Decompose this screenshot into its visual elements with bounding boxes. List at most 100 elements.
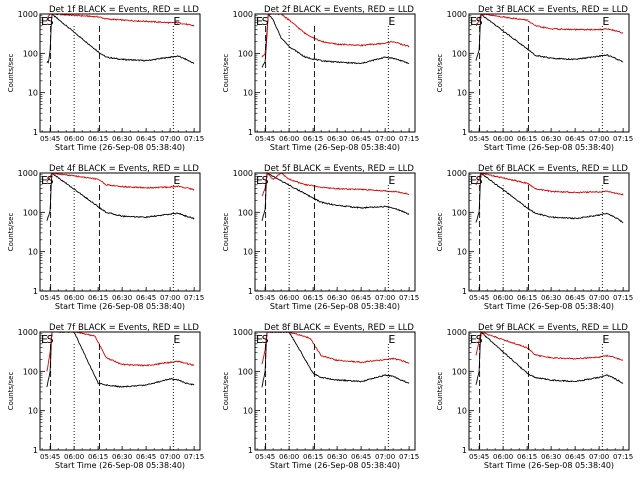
y-axis-label: Counts/sec [222, 213, 230, 252]
x-tick-label: 06:15 [88, 294, 108, 302]
x-tick-label: 06:30 [112, 135, 132, 143]
y-tick-label: 1 [462, 287, 467, 296]
panel-title: Det 9f BLACK = Events, RED = LLD [478, 323, 628, 333]
panel-title: Det 4f BLACK = Events, RED = LLD [49, 164, 199, 174]
y-tick-label: 10 [28, 248, 38, 257]
x-tick-label: 07:15 [184, 294, 204, 302]
marker-e-label: E [388, 174, 395, 187]
black-series-line-5 [261, 172, 410, 222]
y-tick-label: 1 [462, 446, 467, 455]
x-tick-label: 05:45 [255, 135, 275, 143]
marker-e-label: E [256, 333, 263, 346]
y-tick-label: 1000 [18, 169, 38, 178]
panel-title: Det 1f BLACK = Events, RED = LLD [49, 5, 199, 15]
y-tick-label: 1000 [233, 169, 253, 178]
y-tick-label: 1 [33, 446, 38, 455]
x-tick-label: 07:15 [613, 453, 633, 461]
x-tick-label: 07:15 [399, 135, 419, 143]
y-tick-label: 100 [23, 208, 38, 217]
x-tick-label: 07:00 [375, 294, 395, 302]
x-tick-label: 07:15 [184, 453, 204, 461]
panel-title: Det 7f BLACK = Events, RED = LLD [49, 323, 199, 333]
marker-s-label: S [476, 174, 483, 187]
panel-title: Det 6f BLACK = Events, RED = LLD [478, 164, 628, 174]
y-tick-label: 100 [23, 367, 38, 376]
y-axis-label: Counts/sec [7, 213, 15, 252]
y-tick-label: 100 [238, 208, 253, 217]
red-series-line-8 [261, 331, 410, 365]
y-axis-label: Counts/sec [436, 372, 444, 411]
marker-e-label: E [470, 333, 477, 346]
x-tick-label: 07:15 [613, 135, 633, 143]
y-axis-label: Counts/sec [7, 372, 15, 411]
x-tick-label: 06:45 [565, 135, 585, 143]
y-axis-label: Counts/sec [222, 372, 230, 411]
panel-title: Det 3f BLACK = Events, RED = LLD [478, 5, 628, 15]
x-tick-label: 06:45 [136, 294, 156, 302]
x-tick-label: 06:45 [136, 135, 156, 143]
y-tick-label: 10 [28, 89, 38, 98]
y-tick-label: 1000 [18, 328, 38, 337]
red-series-line-1 [46, 13, 195, 27]
x-tick-label: 06:45 [136, 453, 156, 461]
marker-e-label: E [41, 15, 48, 28]
y-tick-label: 10 [243, 407, 253, 416]
marker-s-label: S [262, 174, 269, 187]
x-axis-label: Start Time (26-Sep-08 05:38:40) [484, 143, 614, 152]
red-series-line-3 [475, 13, 624, 34]
x-tick-label: 07:00 [589, 294, 609, 302]
y-axis-label: Counts/sec [436, 54, 444, 93]
panel-title: Det 2f BLACK = Events, RED = LLD [264, 5, 414, 15]
x-tick-label: 06:30 [541, 135, 561, 143]
x-tick-label: 07:15 [613, 294, 633, 302]
x-tick-label: 07:00 [160, 135, 180, 143]
x-tick-label: 06:15 [88, 453, 108, 461]
y-tick-label: 10 [457, 89, 467, 98]
x-tick-label: 07:15 [184, 135, 204, 143]
black-series-line-9 [475, 330, 624, 385]
marker-e-label: E [602, 15, 609, 28]
y-tick-label: 1000 [18, 10, 38, 19]
red-series-line-2 [261, 13, 410, 58]
y-tick-label: 1000 [447, 10, 467, 19]
y-tick-label: 1 [33, 128, 38, 137]
x-tick-label: 06:00 [279, 135, 299, 143]
x-tick-label: 06:45 [565, 453, 585, 461]
x-tick-label: 07:00 [589, 453, 609, 461]
red-series-line-5 [261, 171, 410, 197]
y-tick-label: 1 [248, 128, 253, 137]
black-series-line-6 [475, 172, 624, 224]
x-axis-label: Start Time (26-Sep-08 05:38:40) [270, 302, 400, 311]
marker-e-label: E [173, 15, 180, 28]
red-series-line-9 [475, 331, 624, 361]
x-tick-label: 05:45 [40, 135, 60, 143]
marker-e-label: E [173, 174, 180, 187]
x-axis-label: Start Time (26-Sep-08 05:38:40) [270, 143, 400, 152]
marker-e-label: E [388, 333, 395, 346]
x-axis-label: Start Time (26-Sep-08 05:38:40) [270, 461, 400, 470]
x-tick-label: 07:00 [589, 135, 609, 143]
x-tick-label: 05:45 [469, 135, 489, 143]
x-tick-label: 07:15 [399, 294, 419, 302]
x-tick-label: 06:45 [351, 453, 371, 461]
x-tick-label: 06:00 [493, 135, 513, 143]
marker-s-label: S [47, 174, 54, 187]
x-tick-label: 06:15 [517, 453, 537, 461]
plot-frame [39, 13, 201, 133]
x-tick-label: 06:15 [303, 135, 323, 143]
y-tick-label: 100 [238, 49, 253, 58]
red-series-line-6 [475, 172, 624, 196]
x-tick-label: 06:00 [493, 294, 513, 302]
x-axis-label: Start Time (26-Sep-08 05:38:40) [55, 461, 185, 470]
marker-s-label: S [262, 15, 269, 28]
y-tick-label: 100 [452, 367, 467, 376]
plot-frame [254, 331, 416, 451]
y-tick-label: 10 [243, 248, 253, 257]
plot-frame [468, 331, 630, 451]
y-tick-label: 1 [33, 287, 38, 296]
